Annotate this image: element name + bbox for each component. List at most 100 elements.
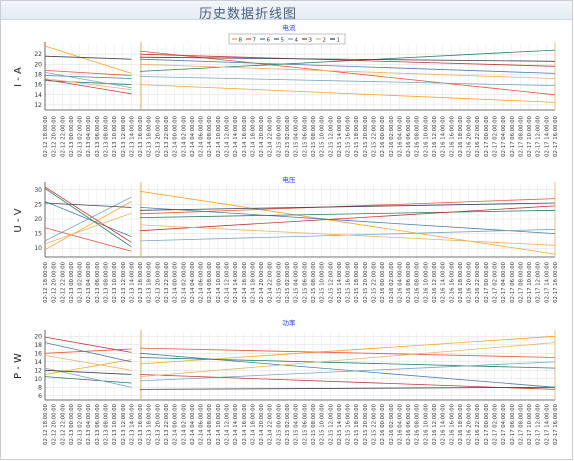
x-tick-label: 02-13 12:00:00 <box>121 115 127 156</box>
x-tick-label: 02-17 16:00:00 <box>553 115 559 156</box>
x-tick-label: 02-16 14:00:00 <box>441 261 447 302</box>
x-tick-label: 02-14 16:00:00 <box>242 403 248 444</box>
y-tick-label: 16 <box>34 82 42 89</box>
series-line-3 <box>140 53 556 67</box>
x-tick-label: 02-14 00:00:00 <box>173 403 179 444</box>
x-tick-label: 02-12 18:00:00 <box>43 261 49 302</box>
x-tick-label: 02-13 12:00:00 <box>121 261 127 302</box>
x-tick-label: 02-16 08:00:00 <box>415 261 421 302</box>
y-tick-label: 22 <box>34 51 42 58</box>
x-tick-label: 02-14 22:00:00 <box>268 261 274 302</box>
series-line-4 <box>140 76 556 86</box>
x-tick-label: 02-12 22:00:00 <box>60 115 66 156</box>
x-tick-label: 02-16 20:00:00 <box>467 261 473 302</box>
x-tick-label: 02-15 20:00:00 <box>363 403 369 444</box>
series-line-2 <box>140 224 556 246</box>
x-tick-label: 02-16 20:00:00 <box>467 403 473 444</box>
x-tick-label: 02-13 06:00:00 <box>95 403 101 444</box>
y-axis-label: I - A <box>13 67 24 87</box>
series-line-3 <box>44 79 132 95</box>
x-tick-label: 02-17 16:00:00 <box>553 261 559 302</box>
y-tick-label: 6 <box>38 393 42 400</box>
series-line-4 <box>44 196 132 242</box>
y-axis-label: P - W <box>13 353 24 379</box>
x-tick-label: 02-15 20:00:00 <box>363 261 369 302</box>
legend-label-4: 4 <box>295 38 299 44</box>
x-tick-label: 02-17 00:00:00 <box>484 261 490 302</box>
x-tick-label: 02-13 06:00:00 <box>95 261 101 302</box>
series-line-5 <box>44 188 132 248</box>
series-line-2 <box>44 78 132 91</box>
series-line-1 <box>44 369 132 375</box>
x-tick-label: 02-14 10:00:00 <box>216 403 222 444</box>
x-tick-label: 02-17 04:00:00 <box>501 261 507 302</box>
x-tick-label: 02-12 20:00:00 <box>52 261 58 302</box>
y-tick-label: 10 <box>34 245 42 252</box>
y-tick-label: 8 <box>38 384 42 391</box>
chart-1: 电压 10 15 20 25 30 U - V 02-12 18:00:00 02-12 20:… <box>13 175 559 303</box>
x-tick-label: 02-16 04:00:00 <box>397 403 403 444</box>
title-bar: 历史数据折线图 <box>1 1 572 22</box>
x-tick-label: 02-15 10:00:00 <box>320 403 326 444</box>
x-tick-label: 02-14 20:00:00 <box>259 261 265 302</box>
x-tick-label: 02-16 22:00:00 <box>475 115 481 156</box>
y-tick-label: 10 <box>34 376 42 383</box>
series-line-3 <box>44 186 132 243</box>
x-tick-label: 02-17 02:00:00 <box>492 115 498 156</box>
x-tick-label: 02-17 00:00:00 <box>484 115 490 156</box>
series-line-1 <box>140 56 556 62</box>
x-tick-label: 02-17 06:00:00 <box>510 115 516 156</box>
x-tick-label: 02-12 22:00:00 <box>60 261 66 302</box>
x-tick-label: 02-15 06:00:00 <box>302 115 308 156</box>
x-tick-label: 02-14 22:00:00 <box>268 115 274 156</box>
x-tick-label: 02-14 12:00:00 <box>225 261 231 302</box>
x-tick-label: 02-16 18:00:00 <box>458 261 464 302</box>
x-tick-label: 02-15 22:00:00 <box>371 403 377 444</box>
x-tick-label: 02-13 14:00:00 <box>129 261 135 302</box>
series-line-5 <box>44 376 132 384</box>
y-tick-label: 12 <box>34 102 42 109</box>
x-tick-label: 02-15 14:00:00 <box>337 115 343 156</box>
page-title: 历史数据折线图 <box>199 7 298 22</box>
x-tick-label: 02-17 06:00:00 <box>510 261 516 302</box>
x-tick-label: 02-16 12:00:00 <box>432 403 438 444</box>
x-tick-label: 02-16 00:00:00 <box>380 403 386 444</box>
x-tick-label: 02-14 00:00:00 <box>173 261 179 302</box>
x-tick-label: 02-15 02:00:00 <box>285 403 291 444</box>
x-tick-label: 02-15 12:00:00 <box>328 403 334 444</box>
x-tick-label: 02-16 02:00:00 <box>389 115 395 156</box>
series-line-3 <box>140 374 556 390</box>
x-tick-label: 02-13 16:00:00 <box>138 115 144 156</box>
x-tick-label: 02-16 14:00:00 <box>441 403 447 444</box>
x-tick-label: 02-17 12:00:00 <box>536 115 542 156</box>
y-tick-label: 14 <box>34 92 42 99</box>
series-line-5 <box>140 357 556 369</box>
x-tick-label: 02-14 18:00:00 <box>250 403 256 444</box>
x-tick-label: 02-16 10:00:00 <box>423 115 429 156</box>
x-tick-label: 02-15 16:00:00 <box>346 403 352 444</box>
y-tick-label: 16 <box>34 350 42 357</box>
x-tick-label: 02-15 04:00:00 <box>294 261 300 302</box>
y-tick-label: 15 <box>34 231 42 238</box>
x-tick-label: 02-17 08:00:00 <box>518 403 524 444</box>
series-line-1 <box>140 386 556 390</box>
x-tick-label: 02-17 12:00:00 <box>536 261 542 302</box>
x-tick-label: 02-13 10:00:00 <box>112 115 118 156</box>
x-tick-label: 02-12 18:00:00 <box>43 115 49 156</box>
x-tick-label: 02-15 06:00:00 <box>302 261 308 302</box>
x-tick-label: 02-16 06:00:00 <box>406 261 412 302</box>
x-tick-label: 02-15 04:00:00 <box>294 115 300 156</box>
x-tick-label: 02-13 14:00:00 <box>129 403 135 444</box>
series-line-3 <box>44 336 132 353</box>
chart-title: 电压 <box>283 175 297 184</box>
x-tick-label: 02-17 14:00:00 <box>544 261 550 302</box>
x-tick-label: 02-15 02:00:00 <box>285 261 291 302</box>
x-tick-label: 02-14 20:00:00 <box>259 403 265 444</box>
series-line-2 <box>140 342 556 377</box>
x-tick-label: 02-12 20:00:00 <box>52 403 58 444</box>
x-tick-label: 02-15 18:00:00 <box>354 403 360 444</box>
x-tick-label: 02-16 04:00:00 <box>397 261 403 302</box>
